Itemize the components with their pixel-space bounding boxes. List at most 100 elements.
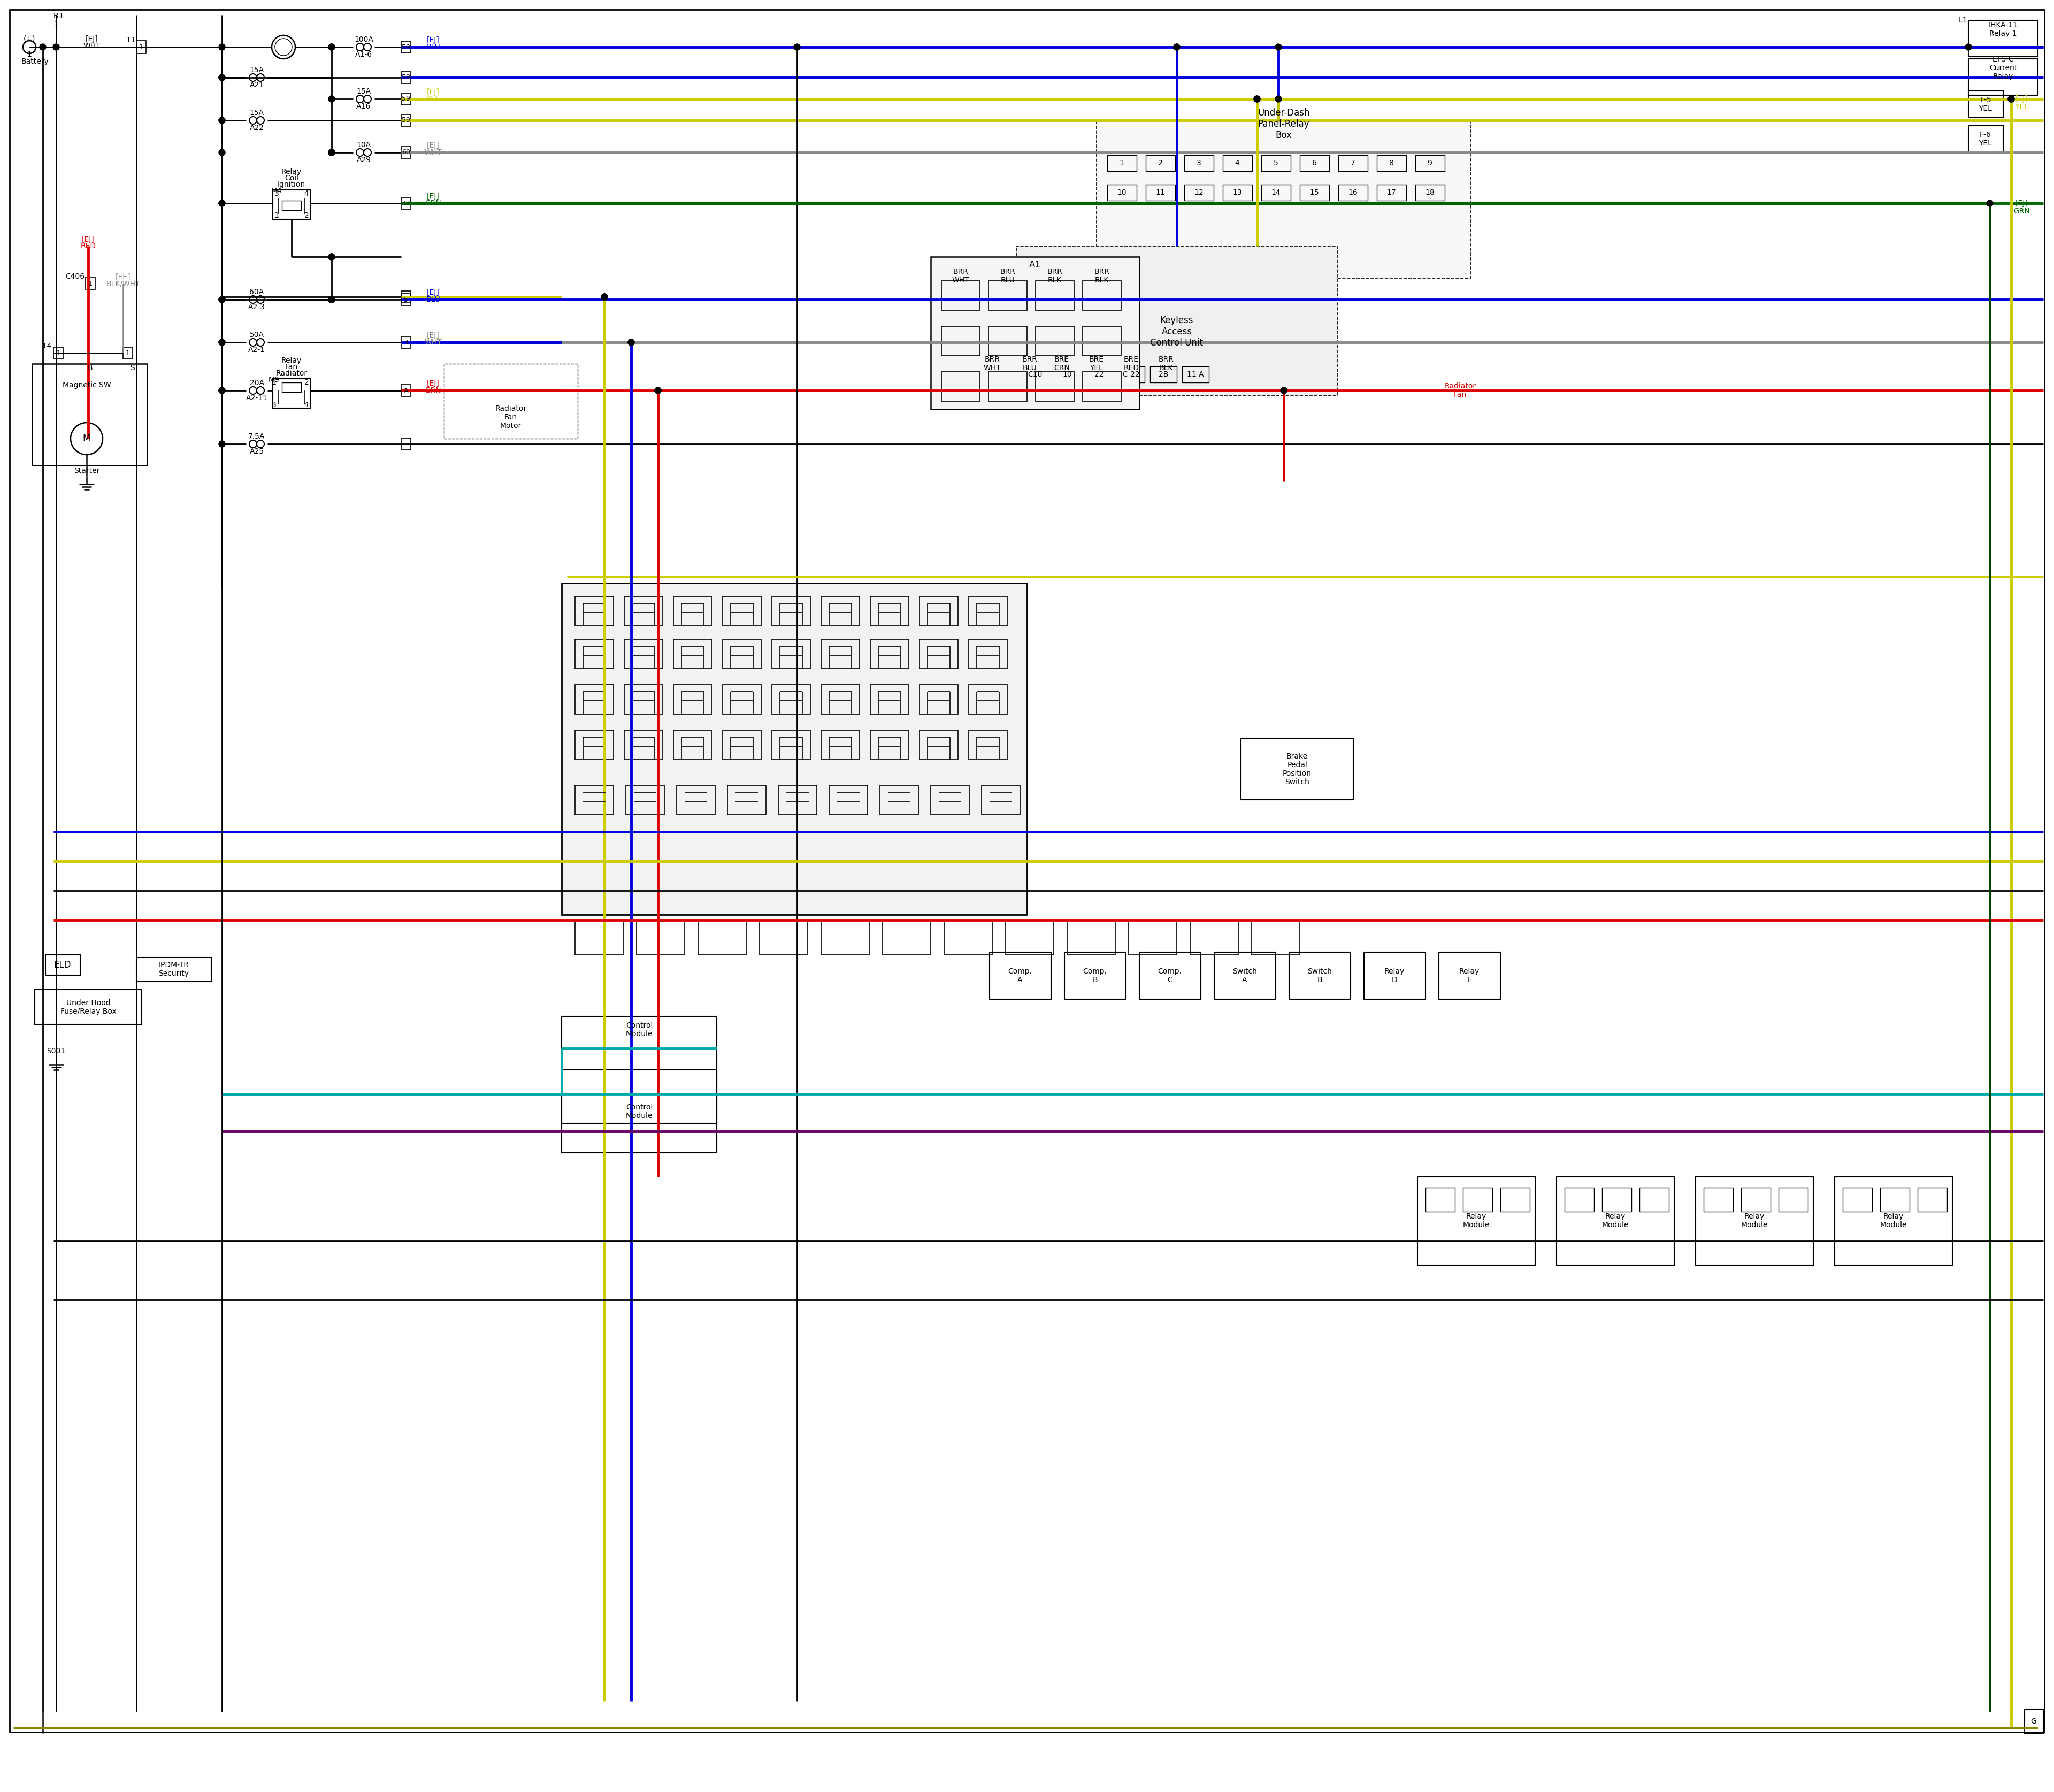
Bar bbox=[1222, 156, 1253, 172]
Text: YEL: YEL bbox=[2015, 104, 2029, 111]
Bar bbox=[760, 919, 807, 955]
Bar bbox=[1440, 952, 1499, 1000]
Bar bbox=[1035, 371, 1074, 401]
Text: 8: 8 bbox=[1389, 159, 1393, 167]
Text: Relay: Relay bbox=[281, 168, 302, 176]
Bar bbox=[624, 597, 663, 625]
Text: Relay
Module: Relay Module bbox=[1462, 1213, 1489, 1229]
Text: [EJ]: [EJ] bbox=[427, 142, 440, 149]
Bar bbox=[2025, 1710, 2044, 1733]
Circle shape bbox=[629, 339, 635, 346]
Text: 1: 1 bbox=[140, 43, 144, 50]
Bar bbox=[723, 685, 762, 715]
Text: [EJ]: [EJ] bbox=[82, 237, 94, 244]
Bar bbox=[723, 597, 762, 625]
Bar bbox=[1222, 185, 1253, 201]
Text: BLK/WHT: BLK/WHT bbox=[107, 280, 140, 287]
Bar bbox=[698, 919, 746, 955]
Circle shape bbox=[329, 296, 335, 303]
Text: 100A: 100A bbox=[353, 36, 374, 43]
Bar bbox=[969, 685, 1006, 715]
Circle shape bbox=[1173, 43, 1179, 50]
Bar bbox=[1082, 326, 1121, 357]
Text: Battery: Battery bbox=[21, 57, 49, 65]
Bar bbox=[401, 294, 411, 305]
Text: F-6
YEL: F-6 YEL bbox=[1978, 131, 1992, 147]
Bar bbox=[401, 93, 411, 106]
Text: 4: 4 bbox=[304, 190, 308, 197]
Bar bbox=[883, 919, 930, 955]
Text: A29: A29 bbox=[357, 156, 372, 163]
Text: 22: 22 bbox=[1095, 371, 1103, 378]
Bar bbox=[1087, 366, 1113, 382]
Bar bbox=[575, 919, 622, 955]
Text: C10: C10 bbox=[1027, 371, 1041, 378]
Text: 11: 11 bbox=[1156, 188, 1165, 197]
Text: Brake
Pedal
Position
Switch: Brake Pedal Position Switch bbox=[1282, 753, 1313, 787]
Text: 13: 13 bbox=[1232, 188, 1243, 197]
Bar bbox=[879, 785, 918, 815]
Circle shape bbox=[655, 387, 661, 394]
Text: ETS-C
Current
Relay: ETS-C Current Relay bbox=[1988, 56, 2017, 81]
Circle shape bbox=[220, 73, 226, 81]
Circle shape bbox=[329, 95, 335, 102]
Text: A2-3: A2-3 bbox=[249, 303, 265, 310]
Text: F-5
YEL: F-5 YEL bbox=[1978, 97, 1992, 113]
Text: [EJ]: [EJ] bbox=[86, 36, 99, 43]
Text: 60: 60 bbox=[403, 149, 411, 156]
Text: BLU: BLU bbox=[425, 296, 440, 303]
Bar bbox=[53, 348, 64, 358]
Text: WHT: WHT bbox=[84, 43, 101, 50]
Text: Control
Module: Control Module bbox=[626, 1104, 653, 1120]
Circle shape bbox=[220, 296, 226, 303]
Bar bbox=[727, 785, 766, 815]
Bar bbox=[86, 278, 94, 289]
Bar bbox=[281, 382, 302, 392]
Text: Under Hood
Fuse/Relay Box: Under Hood Fuse/Relay Box bbox=[60, 1000, 117, 1016]
Text: BRR
BLU: BRR BLU bbox=[1023, 355, 1037, 371]
Text: YEL: YEL bbox=[427, 95, 440, 102]
Text: BRE
CRN: BRE CRN bbox=[1054, 355, 1070, 371]
Bar bbox=[1300, 185, 1329, 201]
Bar bbox=[401, 72, 411, 84]
Text: A21: A21 bbox=[249, 81, 265, 90]
Bar bbox=[45, 955, 80, 975]
Text: 15A: 15A bbox=[357, 88, 372, 95]
Bar bbox=[401, 290, 411, 303]
Text: [EJ]: [EJ] bbox=[427, 289, 440, 296]
Text: B: B bbox=[86, 364, 92, 371]
Circle shape bbox=[329, 43, 335, 50]
Bar bbox=[575, 785, 614, 815]
Circle shape bbox=[329, 253, 335, 260]
Text: BRE
RED: BRE RED bbox=[1124, 355, 1140, 371]
Circle shape bbox=[1966, 43, 1972, 50]
Text: 9: 9 bbox=[1428, 159, 1432, 167]
Bar bbox=[1968, 59, 2038, 95]
Text: T1: T1 bbox=[127, 36, 136, 43]
Bar bbox=[1261, 185, 1290, 201]
Text: 50A: 50A bbox=[249, 332, 265, 339]
Text: Relay
E: Relay E bbox=[1458, 968, 1479, 984]
Text: Relay
D: Relay D bbox=[1384, 968, 1405, 984]
Circle shape bbox=[220, 116, 226, 124]
Circle shape bbox=[1173, 43, 1179, 50]
Text: GRN: GRN bbox=[425, 199, 442, 208]
Text: 12: 12 bbox=[1193, 188, 1204, 197]
Bar bbox=[772, 640, 811, 668]
Bar bbox=[920, 640, 957, 668]
Text: B+: B+ bbox=[53, 13, 66, 20]
Text: A: A bbox=[405, 387, 409, 394]
Text: WHT: WHT bbox=[425, 339, 442, 346]
Text: [EJ]: [EJ] bbox=[427, 192, 440, 201]
Bar bbox=[871, 640, 908, 668]
Text: 10: 10 bbox=[1062, 371, 1072, 378]
Bar bbox=[1241, 738, 1354, 799]
Bar bbox=[1146, 156, 1175, 172]
Bar bbox=[920, 685, 957, 715]
Text: [EJ]: [EJ] bbox=[427, 88, 440, 95]
Bar bbox=[1021, 366, 1048, 382]
Text: BRR
WHT: BRR WHT bbox=[951, 269, 969, 285]
Bar bbox=[1417, 1177, 1534, 1265]
Text: Radiator
Fan: Radiator Fan bbox=[1444, 382, 1477, 398]
Text: Switch
A: Switch A bbox=[1232, 968, 1257, 984]
